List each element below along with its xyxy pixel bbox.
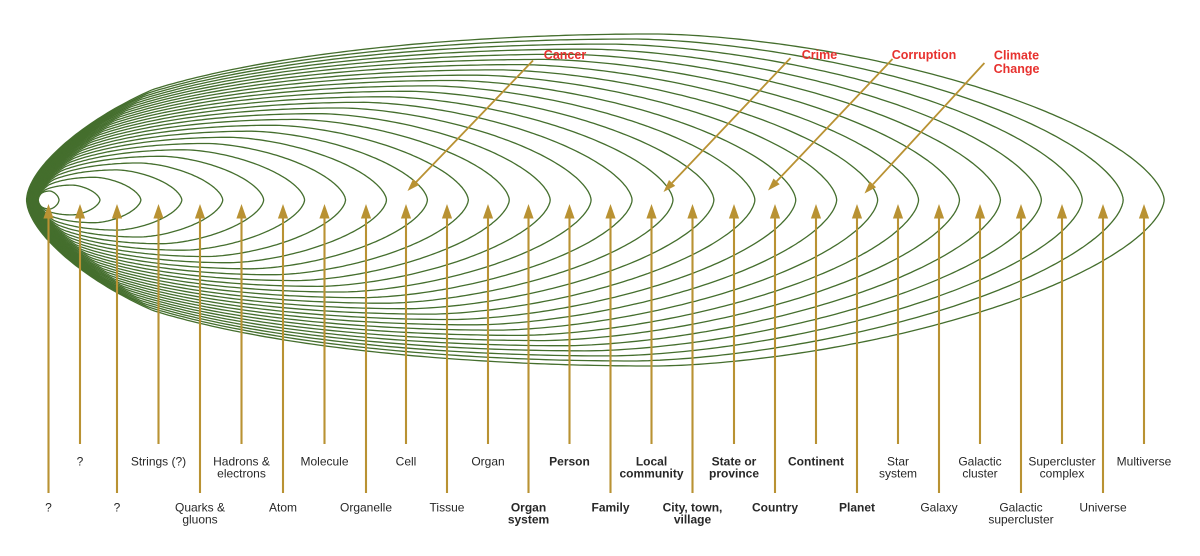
svg-text:complex: complex [1040, 467, 1085, 481]
svg-text:Crime: Crime [802, 48, 837, 62]
svg-text:Person: Person [549, 455, 590, 469]
svg-text:gluons: gluons [182, 513, 217, 527]
svg-text:system: system [508, 513, 549, 527]
svg-text:supercluster: supercluster [988, 513, 1053, 527]
svg-text:?: ? [114, 501, 121, 515]
svg-text:community: community [619, 467, 683, 481]
svg-text:cluster: cluster [962, 467, 997, 481]
svg-text:?: ? [77, 455, 84, 469]
svg-text:Organelle: Organelle [340, 501, 392, 515]
svg-text:Change: Change [994, 62, 1040, 76]
svg-text:village: village [674, 513, 712, 527]
svg-text:Hadrons &: Hadrons & [213, 455, 270, 469]
svg-text:Organ: Organ [471, 455, 504, 469]
svg-text:Supercluster: Supercluster [1028, 455, 1095, 469]
svg-text:Multiverse: Multiverse [1117, 455, 1172, 469]
svg-text:Local: Local [636, 455, 667, 469]
svg-text:system: system [879, 467, 917, 481]
svg-text:State or: State or [712, 455, 757, 469]
svg-text:Cancer: Cancer [544, 48, 587, 62]
svg-text:Climate: Climate [994, 49, 1039, 63]
svg-text:City, town,: City, town, [663, 501, 723, 515]
svg-text:Atom: Atom [269, 501, 297, 515]
svg-text:Molecule: Molecule [300, 455, 348, 469]
svg-text:Universe: Universe [1079, 501, 1127, 515]
svg-text:Cell: Cell [396, 455, 417, 469]
svg-text:Continent: Continent [788, 455, 844, 469]
svg-text:Galaxy: Galaxy [920, 501, 957, 515]
svg-text:Strings (?): Strings (?) [131, 455, 186, 469]
svg-text:Star: Star [887, 455, 909, 469]
svg-text:?: ? [45, 501, 52, 515]
svg-text:Country: Country [752, 501, 798, 515]
svg-text:electrons: electrons [217, 467, 266, 481]
svg-text:Corruption: Corruption [892, 48, 957, 62]
svg-text:Quarks &: Quarks & [175, 501, 225, 515]
svg-text:Galactic: Galactic [999, 501, 1042, 515]
svg-text:Galactic: Galactic [958, 455, 1001, 469]
svg-text:Organ: Organ [511, 501, 546, 515]
svg-text:Family: Family [591, 501, 629, 515]
svg-text:Tissue: Tissue [430, 501, 465, 515]
svg-text:Planet: Planet [839, 501, 875, 515]
svg-text:province: province [709, 467, 759, 481]
